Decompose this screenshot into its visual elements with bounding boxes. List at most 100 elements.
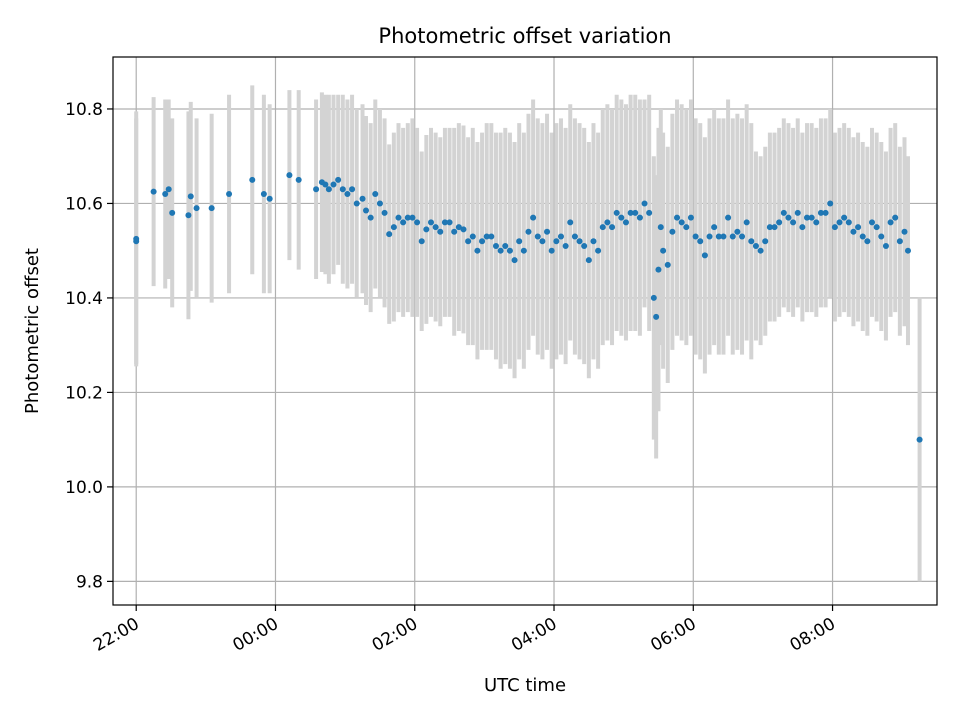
data-point	[395, 214, 402, 221]
data-point	[322, 181, 329, 188]
data-point	[613, 209, 620, 216]
data-point	[752, 242, 759, 249]
y-axis: 9.8 10.0 10.2 10.4 10.6 10.8	[65, 100, 113, 592]
x-tick-label: 02:00	[369, 614, 421, 656]
data-point	[916, 436, 923, 443]
data-point	[622, 219, 629, 226]
data-point	[739, 233, 746, 240]
data-point	[349, 186, 356, 193]
data-point	[766, 224, 773, 231]
data-point	[381, 209, 388, 216]
y-tick-label: 10.4	[65, 289, 103, 309]
data-point	[627, 209, 634, 216]
data-point	[409, 214, 416, 221]
data-point	[339, 186, 346, 193]
data-point	[706, 233, 713, 240]
data-point	[530, 214, 537, 221]
data-point	[892, 214, 899, 221]
data-point	[427, 219, 434, 226]
data-point	[249, 176, 256, 183]
data-point	[400, 219, 407, 226]
data-point	[808, 214, 815, 221]
data-point	[859, 233, 866, 240]
data-point	[599, 224, 606, 231]
x-tick-label: 08:00	[787, 614, 839, 656]
y-tick-label: 10.2	[65, 383, 103, 403]
y-tick-label: 10.6	[65, 194, 103, 214]
data-point	[827, 200, 834, 207]
data-point	[664, 261, 671, 268]
data-point	[841, 214, 848, 221]
data-point	[520, 247, 527, 254]
data-point	[653, 313, 660, 320]
data-point	[701, 252, 708, 259]
data-point	[822, 209, 829, 216]
data-point	[869, 219, 876, 226]
data-point	[418, 238, 425, 245]
data-point	[729, 233, 736, 240]
data-point	[367, 214, 374, 221]
data-point	[451, 228, 458, 235]
data-point	[511, 257, 518, 264]
data-point	[539, 238, 546, 245]
data-point	[725, 214, 732, 221]
data-point	[226, 191, 233, 197]
data-point	[785, 214, 792, 221]
chart-title: Photometric offset variation	[378, 24, 671, 48]
data-point	[720, 233, 727, 240]
data-point	[697, 238, 704, 245]
data-point	[455, 224, 462, 231]
data-point	[780, 209, 787, 216]
data-point	[887, 219, 894, 226]
data-point	[460, 226, 467, 233]
data-point	[506, 247, 513, 254]
data-point	[353, 200, 360, 207]
data-point	[734, 228, 741, 235]
data-point	[313, 186, 320, 193]
data-point	[873, 224, 880, 231]
data-point	[901, 228, 908, 235]
data-point	[799, 224, 806, 231]
data-point	[657, 224, 664, 231]
data-point	[266, 195, 273, 202]
data-point	[492, 242, 499, 249]
data-point	[295, 176, 302, 183]
data-point	[776, 219, 783, 226]
data-point	[502, 242, 509, 249]
data-point	[683, 224, 690, 231]
data-point	[441, 219, 448, 226]
data-point	[864, 238, 871, 245]
data-point	[359, 195, 366, 202]
data-point	[771, 224, 778, 231]
data-point	[432, 224, 439, 231]
data-point	[376, 200, 383, 207]
data-point	[581, 242, 588, 249]
point-layer	[133, 172, 923, 443]
data-point	[260, 191, 267, 197]
data-point	[692, 233, 699, 240]
data-point	[372, 191, 379, 197]
data-point	[845, 219, 852, 226]
data-point	[636, 214, 643, 221]
data-point	[817, 209, 824, 216]
data-point	[185, 212, 192, 219]
data-point	[757, 247, 764, 254]
y-tick-label: 10.0	[65, 478, 103, 498]
data-point	[525, 228, 532, 235]
data-point	[330, 181, 337, 188]
data-point	[632, 209, 639, 216]
data-point	[344, 191, 351, 197]
data-point	[465, 238, 472, 245]
data-point	[743, 219, 750, 226]
data-point	[208, 205, 215, 212]
data-point	[813, 219, 820, 226]
data-point	[363, 207, 370, 214]
data-point	[557, 233, 564, 240]
data-point	[479, 238, 486, 245]
data-point	[711, 224, 718, 231]
data-point	[715, 233, 722, 240]
data-point	[669, 228, 676, 235]
data-point	[904, 247, 911, 254]
data-point	[595, 247, 602, 254]
